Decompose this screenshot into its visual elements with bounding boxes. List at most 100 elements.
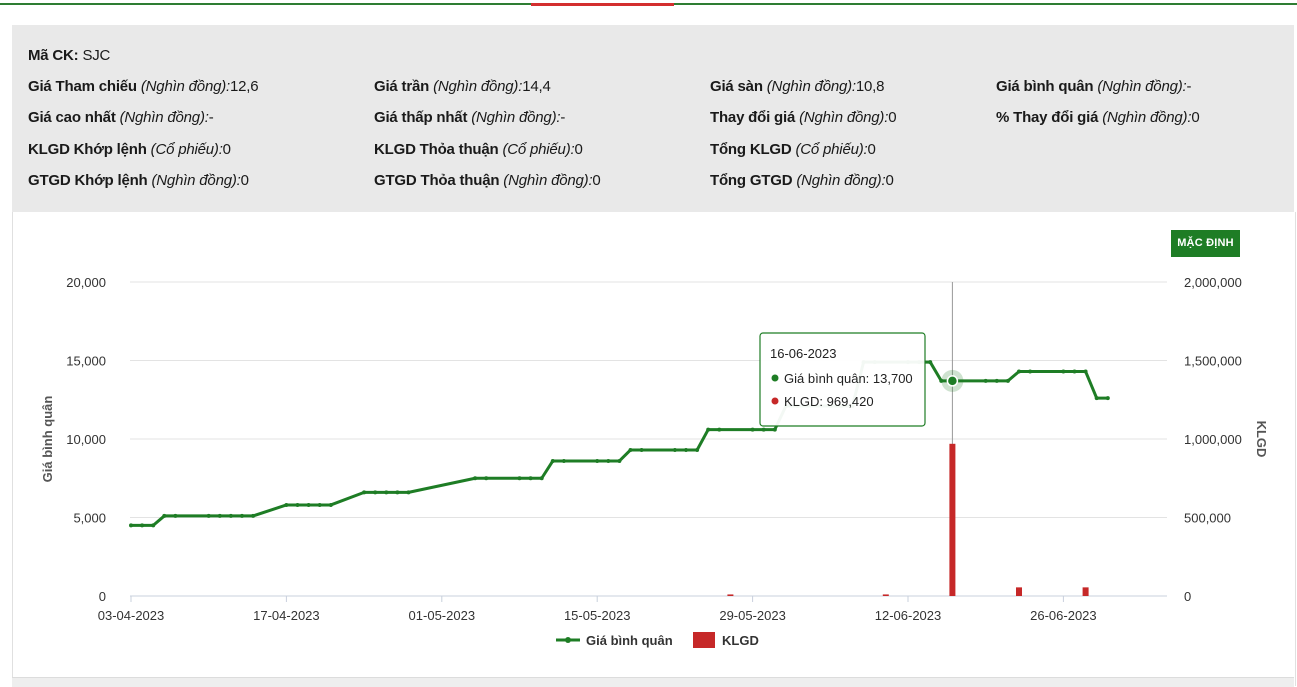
info-label: Giá cao nhất [28, 109, 120, 126]
info-value: 14,4 [522, 78, 551, 95]
price-point [151, 523, 156, 528]
y2-tick-label: 1,500,000 [1184, 354, 1242, 369]
price-point [251, 513, 256, 518]
info-label: Tổng KLGD [710, 141, 796, 158]
tooltip: 16-06-2023 Giá bình quân: 13,700 KLGD: 969… [759, 332, 926, 427]
price-point [1072, 369, 1077, 374]
info-label: GTGD Thỏa thuận [374, 172, 504, 189]
price-point [550, 458, 555, 463]
info-label: Giá Tham chiếu [28, 78, 141, 95]
info-label: Thay đổi giá [710, 109, 800, 126]
price-point [561, 458, 566, 463]
y2-tick-label: 0 [1184, 589, 1191, 604]
reset-zoom-button[interactable]: MẶC ĐỊNH [1171, 230, 1240, 257]
symbol-value: SJC [82, 47, 111, 64]
price-point [717, 427, 722, 432]
info-item: GTGD Thỏa thuận (Nghìn đồng):0 [374, 172, 601, 189]
info-unit: (Nghìn đồng): [1102, 109, 1192, 126]
y-tick-label: 15,000 [66, 354, 106, 369]
price-point [639, 447, 644, 452]
info-label: Tổng GTGD [710, 172, 797, 189]
stock-info-panel: Mã CK: SJC Giá Tham chiếu (Nghìn đồng):1… [12, 25, 1294, 212]
price-point [1094, 396, 1099, 401]
info-value: 0 [222, 141, 231, 158]
info-item: Tổng KLGD (Cổ phiếu):0 [710, 141, 876, 158]
symbol-row: Mã CK: SJC [28, 47, 110, 64]
price-point [162, 513, 167, 518]
info-label: GTGD Khớp lệnh [28, 172, 152, 189]
tooltip-price: Giá bình quân: 13,700 [784, 371, 913, 386]
info-item: Giá Tham chiếu (Nghìn đồng):12,6 [28, 78, 259, 95]
price-point [672, 447, 677, 452]
x-tick-label: 01-05-2023 [409, 608, 476, 623]
x-tick-label: 29-05-2023 [719, 608, 786, 623]
info-unit: (Nghìn đồng): [151, 172, 241, 189]
price-point [317, 502, 322, 507]
price-point [217, 513, 222, 518]
legend-price-label: Giá bình quân [586, 633, 673, 648]
y2-axis-title: KLGD [1254, 421, 1269, 458]
price-point [240, 513, 244, 518]
info-item: KLGD Khớp lệnh (Cổ phiếu):0 [28, 141, 231, 158]
price-point [983, 378, 988, 383]
price-point [284, 502, 289, 507]
y-tick-label: 0 [99, 589, 106, 604]
info-item: Giá trần (Nghìn đồng):14,4 [374, 78, 551, 95]
info-item: Thay đổi giá (Nghìn đồng):0 [710, 109, 897, 126]
price-point [362, 490, 367, 495]
price-point [384, 490, 389, 495]
info-label: % Thay đổi giá [996, 109, 1103, 126]
info-unit: (Nghìn đồng): [799, 109, 889, 126]
info-label: Giá thấp nhất [374, 109, 472, 126]
info-item: Giá cao nhất (Nghìn đồng):- [28, 109, 214, 126]
price-point [473, 476, 478, 481]
price-point [994, 378, 999, 383]
price-point [706, 427, 711, 432]
price-point [517, 476, 522, 481]
info-unit: (Cổ phiếu): [150, 141, 223, 158]
hover-point [946, 375, 959, 387]
info-item: Giá bình quân (Nghìn đồng):- [996, 78, 1191, 95]
info-value: 0 [1191, 109, 1200, 126]
info-value: 0 [592, 172, 601, 189]
tooltip-volume: KLGD: 969,420 [784, 394, 874, 409]
price-point [750, 427, 755, 432]
price-point [939, 378, 944, 383]
info-unit: (Cổ phiếu): [795, 141, 868, 158]
price-point [1083, 369, 1088, 374]
volume-bar [1016, 587, 1022, 596]
price-point [595, 458, 600, 463]
y2-tick-label: 1,000,000 [1184, 432, 1242, 447]
legend: Giá bình quân KLGD [556, 632, 759, 648]
y2-tick-label: 500,000 [1184, 511, 1231, 526]
info-unit: (Nghìn đồng): [140, 78, 230, 95]
info-value: - [208, 109, 214, 126]
price-point [395, 490, 400, 495]
x-tick-label: 17-04-2023 [253, 608, 320, 623]
price-point [306, 502, 311, 507]
info-value: 0 [240, 172, 249, 189]
info-value: - [1186, 78, 1192, 95]
price-point [928, 360, 933, 365]
price-point [228, 513, 233, 518]
y-tick-label: 10,000 [66, 432, 106, 447]
axes: 0 5,000 10,000 15,000 20,000 0 500,000 1,000,00… [40, 275, 1269, 623]
info-item: GTGD Khớp lệnh (Nghìn đồng):0 [28, 172, 249, 189]
info-label: Giá sàn [710, 78, 767, 95]
info-label: KLGD Khớp lệnh [28, 141, 151, 158]
info-unit: (Nghìn đồng): [796, 172, 886, 189]
price-point [761, 427, 766, 432]
volume-bar [882, 594, 889, 596]
price-point [328, 502, 333, 507]
tooltip-price-marker [771, 374, 779, 382]
price-point [684, 447, 688, 452]
price-point [695, 447, 700, 452]
info-value: 0 [888, 109, 897, 126]
tooltip-date: 16-06-2023 [770, 346, 837, 361]
price-point [628, 447, 633, 452]
x-tick-label: 15-05-2023 [564, 608, 631, 623]
symbol-label: Mã CK: [28, 47, 79, 64]
info-value: 12,6 [230, 78, 259, 95]
price-point [295, 502, 300, 507]
info-value: 0 [867, 141, 876, 158]
